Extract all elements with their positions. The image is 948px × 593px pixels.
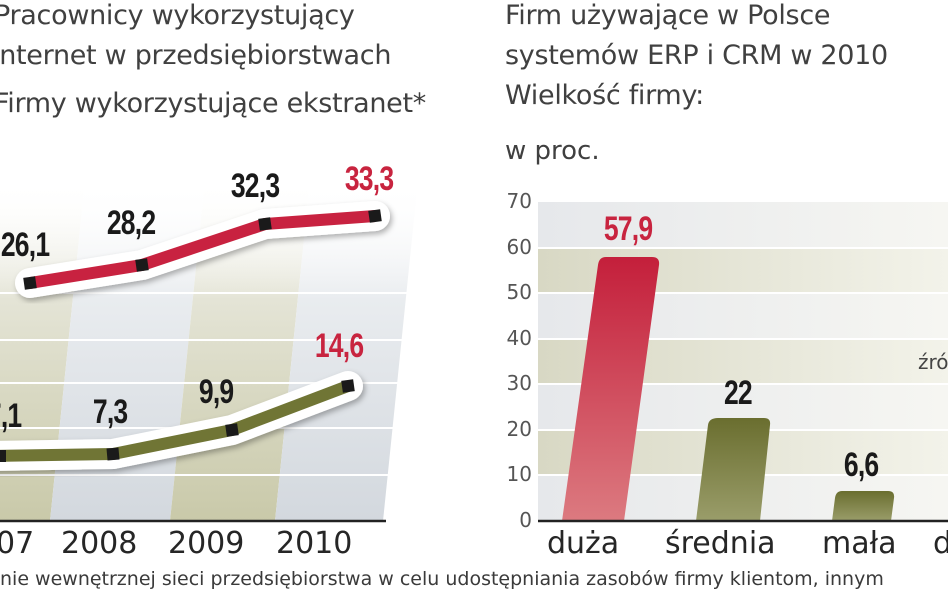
left-legend-line: Firmy wykorzystujące ekstranet* [0,88,426,119]
year-label-2010: 2010 [276,526,353,561]
red-line-series [15,201,390,298]
bar-value-mala: 6,6 [843,446,879,484]
right-title-line-1: Firm używające w Polsce [505,0,831,31]
green-line-series [0,371,363,471]
y-tick-30: 30 [506,371,532,395]
red-value-2010: 33,3 [344,160,394,198]
bar-srednia [696,418,771,521]
year-label-2008: 2008 [61,526,138,561]
right-title-line-2: systemów ERP i CRM w 2010 [505,40,888,71]
y-tick-60: 60 [506,235,532,259]
green-value-2009: 9,9 [198,373,234,411]
unit-label: w proc. [505,136,600,166]
category-label-duza: duża [547,526,620,561]
green-line-markers [0,379,355,462]
green-value-2008: 7,3 [92,393,128,431]
red-value-2007: 26,1 [0,226,50,264]
bar-value-srednia: 22 [723,374,753,412]
y-tick-20: 20 [506,417,532,441]
category-label-srednia: średnia [665,526,776,561]
year-label-2007: 07 [0,526,35,561]
y-tick-0: 0 [519,508,532,532]
category-label-cut: d [933,526,948,561]
y-tick-40: 40 [506,326,532,350]
source-label-fragment: źró [918,350,948,374]
green-value-2007: 7,1 [0,397,22,435]
bar-duza [562,257,660,521]
bar-value-duza: 57,9 [603,210,653,248]
footnote: nie wewnętrznej sieci przedsiębiorstwa w… [0,568,884,590]
y-tick-50: 50 [506,280,532,304]
green-value-2010: 14,6 [314,327,364,365]
left-title-line-1: Pracownicy wykorzystujący [0,0,355,31]
red-value-2008: 28,2 [106,204,156,242]
red-value-2009: 32,3 [230,167,280,205]
red-line-markers [23,209,382,290]
y-tick-10: 10 [506,462,532,486]
left-title-line-2: internet w przedsiębiorstwach [0,40,392,71]
bar-mala [832,491,895,521]
year-label-2009: 2009 [168,526,245,561]
right-title-line-3: Wielkość firmy: [505,80,704,111]
category-label-mala: mała [822,526,897,561]
y-tick-70: 70 [506,189,532,213]
